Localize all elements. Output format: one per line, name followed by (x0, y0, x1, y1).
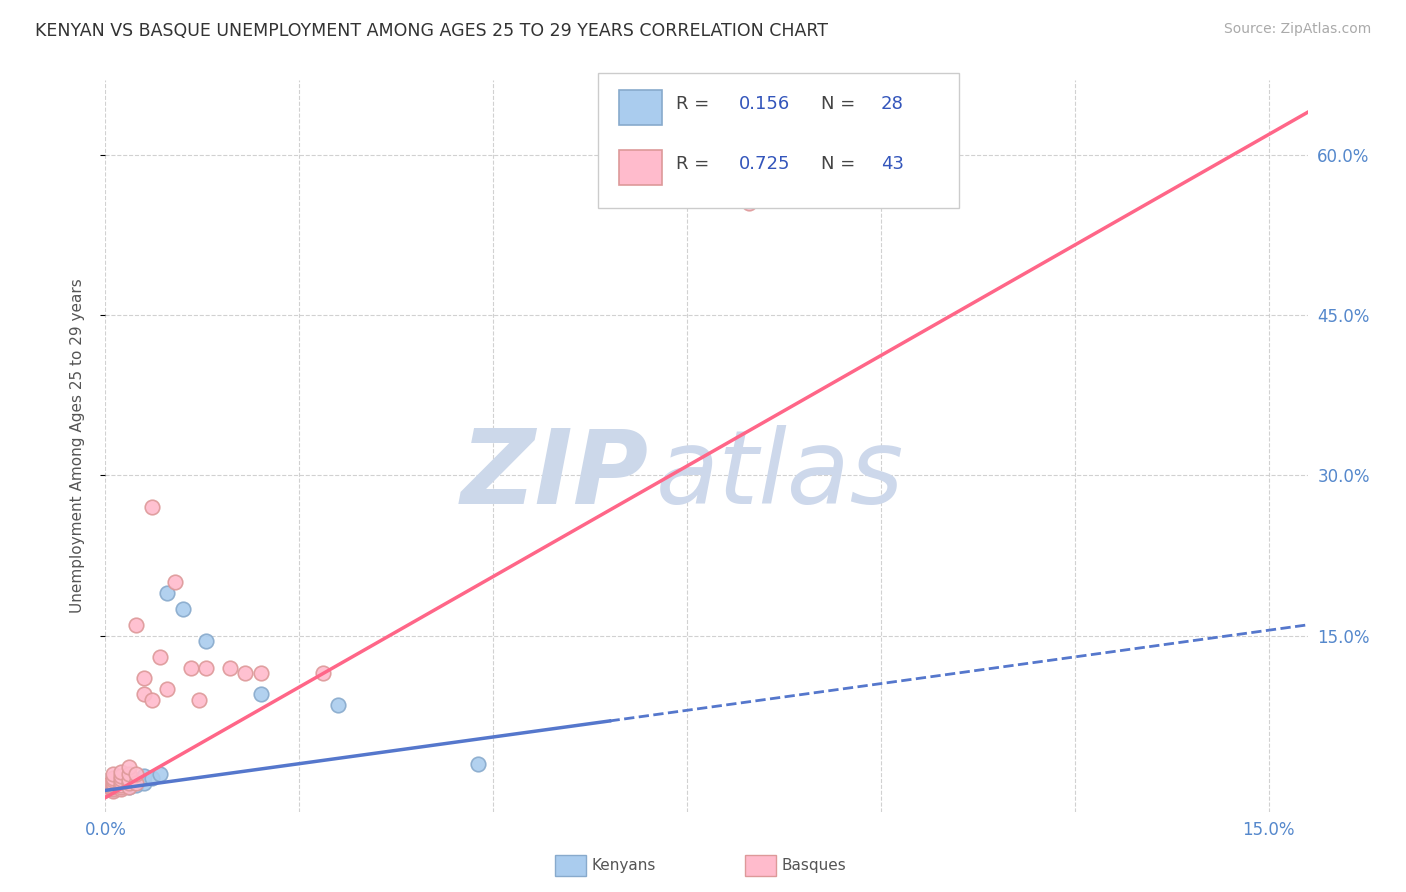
Text: 28: 28 (880, 95, 904, 113)
Text: atlas: atlas (657, 425, 904, 525)
Point (141, 692, 163, 706)
Point (125, 767, 148, 781)
FancyBboxPatch shape (599, 73, 959, 209)
Point (110, 774, 132, 789)
Point (103, 771, 125, 785)
Point (172, 602, 194, 616)
Point (467, 756, 489, 771)
Point (110, 778, 132, 792)
Point (118, 760, 141, 774)
Point (118, 767, 141, 781)
FancyBboxPatch shape (619, 150, 662, 185)
Point (110, 780, 132, 794)
Point (165, 575, 187, 590)
Text: 43: 43 (880, 155, 904, 173)
Point (792, 193, 814, 207)
Point (125, 778, 148, 792)
Point (103, 767, 125, 781)
Point (94, 781, 117, 796)
Point (118, 780, 141, 794)
Point (156, 586, 179, 600)
Point (103, 783, 125, 797)
Point (180, 660, 202, 674)
Point (103, 780, 125, 794)
Point (134, 687, 156, 701)
Point (233, 665, 256, 680)
Text: Kenyans: Kenyans (592, 858, 657, 872)
Point (149, 649, 172, 664)
Text: R =: R = (676, 95, 716, 113)
Point (195, 633, 218, 648)
Point (118, 780, 141, 794)
Point (125, 772, 148, 787)
Point (94, 783, 117, 797)
Point (118, 772, 141, 787)
Text: Basques: Basques (782, 858, 846, 872)
Point (118, 778, 141, 792)
Text: R =: R = (676, 155, 716, 173)
Point (103, 782, 125, 797)
Point (103, 776, 125, 790)
Point (156, 681, 179, 696)
Point (118, 774, 141, 789)
Point (110, 776, 132, 790)
Point (110, 765, 132, 780)
Point (141, 771, 163, 785)
Point (807, 191, 830, 205)
Text: 0.156: 0.156 (740, 95, 790, 113)
Point (110, 769, 132, 783)
Point (110, 782, 132, 797)
Text: N =: N = (821, 155, 860, 173)
Point (118, 776, 141, 790)
Point (94, 782, 117, 797)
Point (103, 780, 125, 794)
Point (125, 776, 148, 790)
Point (110, 780, 132, 794)
Point (187, 692, 209, 706)
Point (134, 776, 156, 790)
Point (103, 782, 125, 797)
FancyBboxPatch shape (619, 90, 662, 125)
Point (249, 687, 271, 701)
Text: ZIP: ZIP (461, 425, 648, 525)
Y-axis label: Unemployment Among Ages 25 to 29 years: Unemployment Among Ages 25 to 29 years (70, 278, 84, 614)
Point (110, 778, 132, 792)
Text: KENYAN VS BASQUE UNEMPLOYMENT AMONG AGES 25 TO 29 YEARS CORRELATION CHART: KENYAN VS BASQUE UNEMPLOYMENT AMONG AGES… (35, 22, 828, 40)
Point (134, 671, 156, 685)
Point (103, 784, 125, 798)
Point (738, 196, 761, 211)
Text: 0.725: 0.725 (740, 155, 790, 173)
Point (125, 618, 148, 632)
Point (141, 500, 163, 515)
Point (103, 778, 125, 792)
Point (249, 665, 271, 680)
Point (103, 776, 125, 790)
Point (149, 767, 172, 781)
Point (195, 660, 218, 674)
Point (134, 769, 156, 783)
Point (110, 772, 132, 787)
Point (326, 698, 349, 712)
Point (94, 778, 117, 792)
Text: N =: N = (821, 95, 860, 113)
Point (218, 660, 240, 674)
Point (118, 771, 141, 785)
Point (103, 772, 125, 787)
Point (110, 781, 132, 796)
Point (94, 780, 117, 794)
Point (110, 772, 132, 786)
Point (103, 778, 125, 792)
Text: Source: ZipAtlas.com: Source: ZipAtlas.com (1223, 22, 1371, 37)
Point (311, 665, 333, 680)
